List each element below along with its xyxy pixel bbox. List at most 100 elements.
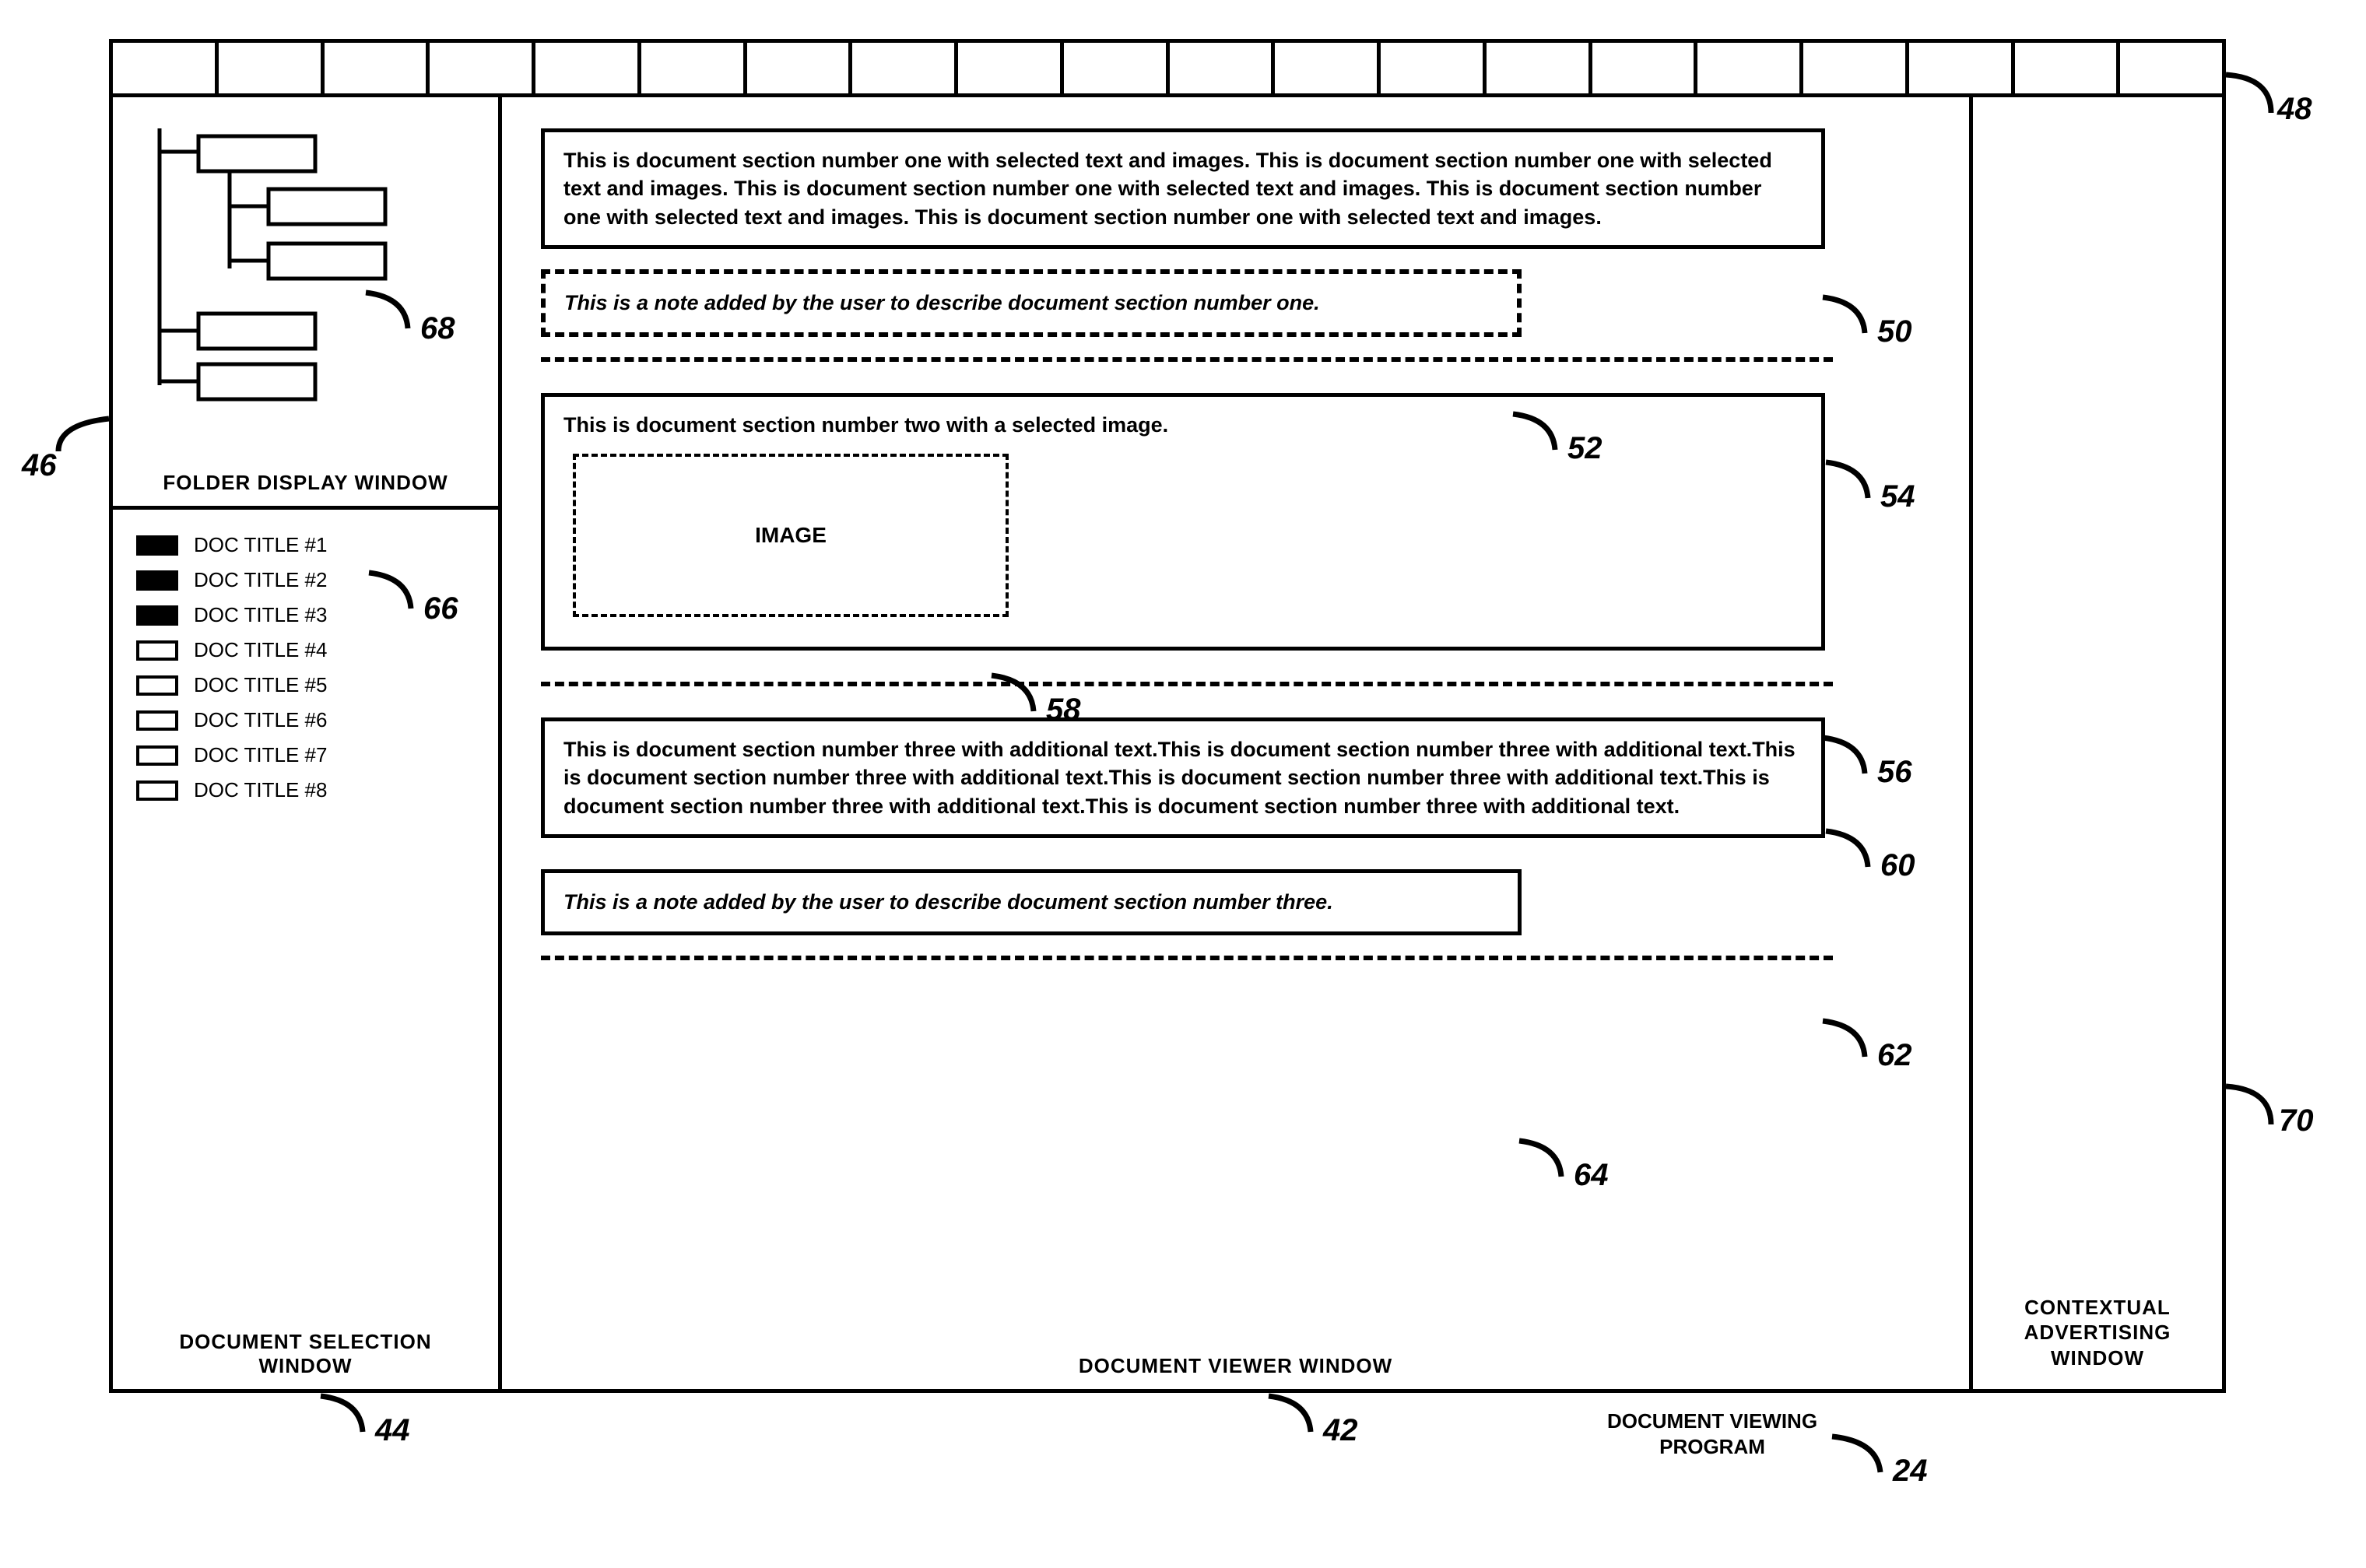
- callout-52: 52: [1567, 431, 1602, 466]
- toolbar-cell[interactable]: [958, 43, 1064, 93]
- hook-44: [318, 1391, 372, 1438]
- doc-pane-title-text: DOCUMENT SELECTIONWINDOW: [179, 1330, 431, 1377]
- contextual-advertising-window: CONTEXTUALADVERTISINGWINDOW: [1973, 97, 2222, 1389]
- toolbar-cell[interactable]: [1487, 43, 1592, 93]
- hook-24: [1829, 1432, 1890, 1479]
- callout-42: 42: [1323, 1413, 1358, 1448]
- hook-48: [2224, 70, 2279, 117]
- toolbar-cell[interactable]: [2120, 43, 2222, 93]
- toolbar-cell[interactable]: [1064, 43, 1170, 93]
- callout-48: 48: [2277, 92, 2312, 127]
- callout-66: 66: [423, 591, 458, 626]
- toolbar-cell[interactable]: [2015, 43, 2121, 93]
- body-grid: FOLDER DISPLAY WINDOW DOC TITLE #1DOC TI…: [113, 97, 2222, 1389]
- doc-icon: [136, 675, 178, 696]
- doc-list-item[interactable]: DOC TITLE #1: [136, 533, 483, 557]
- doc-item-label: DOC TITLE #7: [194, 743, 327, 767]
- doc-item-label: DOC TITLE #1: [194, 533, 327, 557]
- image-placeholder-label: IMAGE: [755, 521, 827, 550]
- doc-icon: [136, 780, 178, 801]
- callout-44: 44: [375, 1413, 410, 1448]
- doc-item-label: DOC TITLE #2: [194, 568, 327, 592]
- toolbar-cell[interactable]: [1275, 43, 1381, 93]
- hook-52: [1510, 409, 1564, 456]
- callout-24: 24: [1893, 1454, 1928, 1489]
- hook-62: [1820, 1016, 1874, 1063]
- doc-list-item[interactable]: DOC TITLE #7: [136, 743, 483, 767]
- image-placeholder: IMAGE: [573, 454, 1009, 617]
- folder-pane-title: FOLDER DISPLAY WINDOW: [113, 471, 498, 495]
- toolbar-cell[interactable]: [1381, 43, 1487, 93]
- hook-46: [54, 412, 117, 459]
- toolbar-cell[interactable]: [535, 43, 641, 93]
- toolbar-cell[interactable]: [1803, 43, 1909, 93]
- hook-68: [363, 288, 417, 335]
- callout-68: 68: [420, 311, 455, 346]
- hook-58: [988, 671, 1043, 717]
- viewer-title: DOCUMENT VIEWER WINDOW: [502, 1354, 1969, 1378]
- document-list: DOC TITLE #1 DOC TITLE #2 DOC TITLE #3 DOC …: [136, 533, 483, 802]
- hook-64: [1516, 1136, 1571, 1183]
- callout-50: 50: [1877, 314, 1912, 349]
- callout-54: 54: [1880, 479, 1915, 514]
- folder-tree-icon: [144, 121, 393, 416]
- document-viewer-window: This is document section number one with…: [502, 97, 1973, 1389]
- toolbar-cell[interactable]: [1909, 43, 2015, 93]
- doc-item-label: DOC TITLE #6: [194, 708, 327, 732]
- doc-list-item[interactable]: DOC TITLE #2: [136, 568, 483, 592]
- toolbar: [113, 43, 2222, 97]
- doc-pane-title: DOCUMENT SELECTION WINDOW DOCUMENT SELEC…: [113, 1330, 498, 1378]
- callout-58: 58: [1046, 693, 1081, 728]
- toolbar-cell[interactable]: [325, 43, 430, 93]
- hook-56: [1820, 733, 1874, 780]
- callout-46: 46: [22, 448, 57, 483]
- toolbar-cell[interactable]: [113, 43, 219, 93]
- folder-display-window: FOLDER DISPLAY WINDOW: [113, 97, 498, 510]
- doc-list-item[interactable]: DOC TITLE #4: [136, 638, 483, 662]
- toolbar-cell[interactable]: [852, 43, 958, 93]
- ad-pane-title: CONTEXTUALADVERTISINGWINDOW: [1973, 1295, 2222, 1371]
- doc-icon: [136, 605, 178, 626]
- doc-list-item[interactable]: DOC TITLE #6: [136, 708, 483, 732]
- section-3-box: This is document section number three wi…: [541, 717, 1825, 838]
- divider-3: [541, 956, 1833, 960]
- callout-70: 70: [2279, 1103, 2314, 1138]
- hook-50: [1820, 293, 1874, 339]
- doc-item-label: DOC TITLE #4: [194, 638, 327, 662]
- program-label: DOCUMENT VIEWINGPROGRAM: [1572, 1408, 1852, 1459]
- hook-66: [366, 568, 420, 615]
- section-1-box: This is document section number one with…: [541, 128, 1825, 249]
- doc-icon: [136, 640, 178, 661]
- left-column: FOLDER DISPLAY WINDOW DOC TITLE #1DOC TI…: [113, 97, 502, 1389]
- doc-icon: [136, 570, 178, 591]
- doc-item-label: DOC TITLE #5: [194, 673, 327, 697]
- toolbar-cell[interactable]: [1592, 43, 1698, 93]
- section-2-text: This is document section number two with…: [563, 411, 1803, 439]
- section-2-box: This is document section number two with…: [541, 393, 1825, 650]
- app-frame: FOLDER DISPLAY WINDOW DOC TITLE #1DOC TI…: [109, 39, 2226, 1393]
- doc-list-item[interactable]: DOC TITLE #5: [136, 673, 483, 697]
- toolbar-cell[interactable]: [1697, 43, 1803, 93]
- doc-icon: [136, 710, 178, 731]
- callout-64: 64: [1574, 1158, 1609, 1193]
- toolbar-cell[interactable]: [219, 43, 325, 93]
- hook-70: [2224, 1082, 2279, 1128]
- callout-60: 60: [1880, 848, 1915, 883]
- doc-item-label: DOC TITLE #3: [194, 603, 327, 627]
- callout-62: 62: [1877, 1038, 1912, 1073]
- hook-54: [1823, 458, 1877, 504]
- diagram-stage: FOLDER DISPLAY WINDOW DOC TITLE #1DOC TI…: [109, 39, 2226, 1393]
- doc-icon: [136, 745, 178, 766]
- doc-item-label: DOC TITLE #8: [194, 778, 327, 802]
- doc-icon: [136, 535, 178, 556]
- toolbar-cell[interactable]: [1170, 43, 1276, 93]
- toolbar-cell[interactable]: [430, 43, 535, 93]
- hook-60: [1823, 826, 1877, 873]
- doc-list-item[interactable]: DOC TITLE #8: [136, 778, 483, 802]
- callout-56: 56: [1877, 755, 1912, 790]
- document-selection-window: DOC TITLE #1 DOC TITLE #2 DOC TITLE #3 DOC …: [113, 510, 498, 1389]
- toolbar-cell[interactable]: [747, 43, 853, 93]
- note-3-box: This is a note added by the user to desc…: [541, 869, 1522, 935]
- hook-42: [1265, 1391, 1320, 1438]
- toolbar-cell[interactable]: [641, 43, 747, 93]
